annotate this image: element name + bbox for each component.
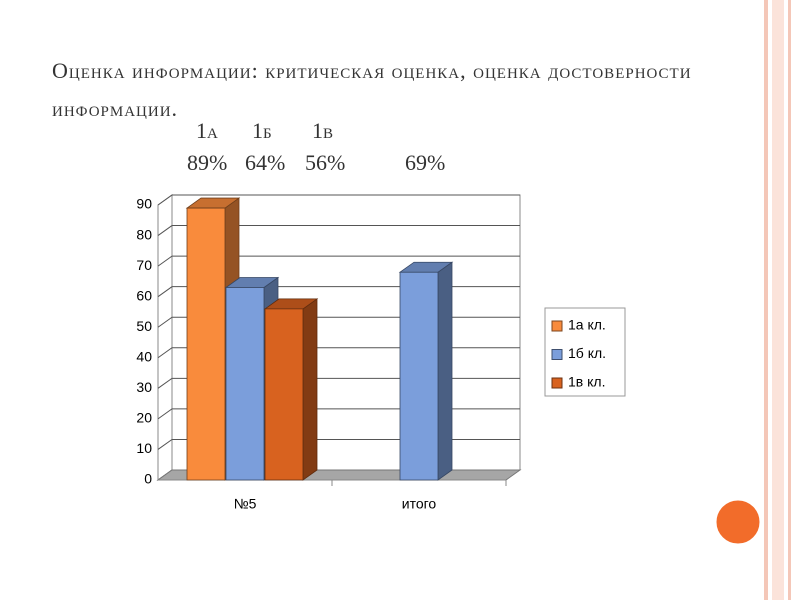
grid-line	[157, 255, 520, 267]
x-tick-label: итого	[402, 496, 437, 512]
bar-side	[302, 298, 318, 481]
legend-swatch	[551, 349, 563, 360]
side-wall	[157, 194, 173, 481]
y-tick-label: 10	[136, 440, 152, 456]
decor-circle	[713, 497, 763, 547]
y-tick-label: 90	[136, 196, 152, 212]
header-label: 89%	[187, 150, 228, 175]
legend-swatch	[551, 377, 563, 389]
legend-swatch	[551, 320, 563, 332]
y-tick-label: 30	[136, 379, 152, 395]
legend-label: 1а кл.	[568, 317, 606, 333]
stripe	[788, 0, 791, 600]
y-tick-label: 0	[144, 471, 152, 487]
y-tick-label: 70	[136, 257, 152, 273]
stripe	[764, 0, 768, 600]
bar	[263, 298, 319, 481]
y-tick-label: 80	[136, 226, 152, 242]
bar-front	[225, 287, 265, 481]
stripe	[772, 0, 784, 600]
bar	[398, 261, 454, 481]
slide-title: Оценка информации: критическая оценка, о…	[52, 58, 692, 121]
y-tick-label: 50	[136, 318, 152, 334]
legend-label: 1в кл.	[568, 374, 605, 390]
bar-front	[399, 271, 439, 481]
header-label: 1б	[252, 118, 272, 143]
header-label: 69%	[405, 150, 446, 175]
header-label: 56%	[305, 150, 346, 175]
grid-line	[157, 194, 520, 206]
x-tick-label: №5	[234, 496, 257, 512]
y-tick-label: 60	[136, 287, 152, 303]
y-tick-label: 20	[136, 410, 152, 426]
bar-side	[437, 261, 453, 481]
header-label: 1а	[196, 118, 218, 143]
header-label: 1в	[312, 118, 334, 143]
bar-front	[264, 308, 304, 481]
bar-front	[186, 207, 226, 481]
y-tick-label: 40	[136, 348, 152, 364]
grid-line	[157, 225, 520, 236]
legend-label: 1б кл.	[568, 345, 606, 361]
header-label: 64%	[245, 150, 286, 175]
